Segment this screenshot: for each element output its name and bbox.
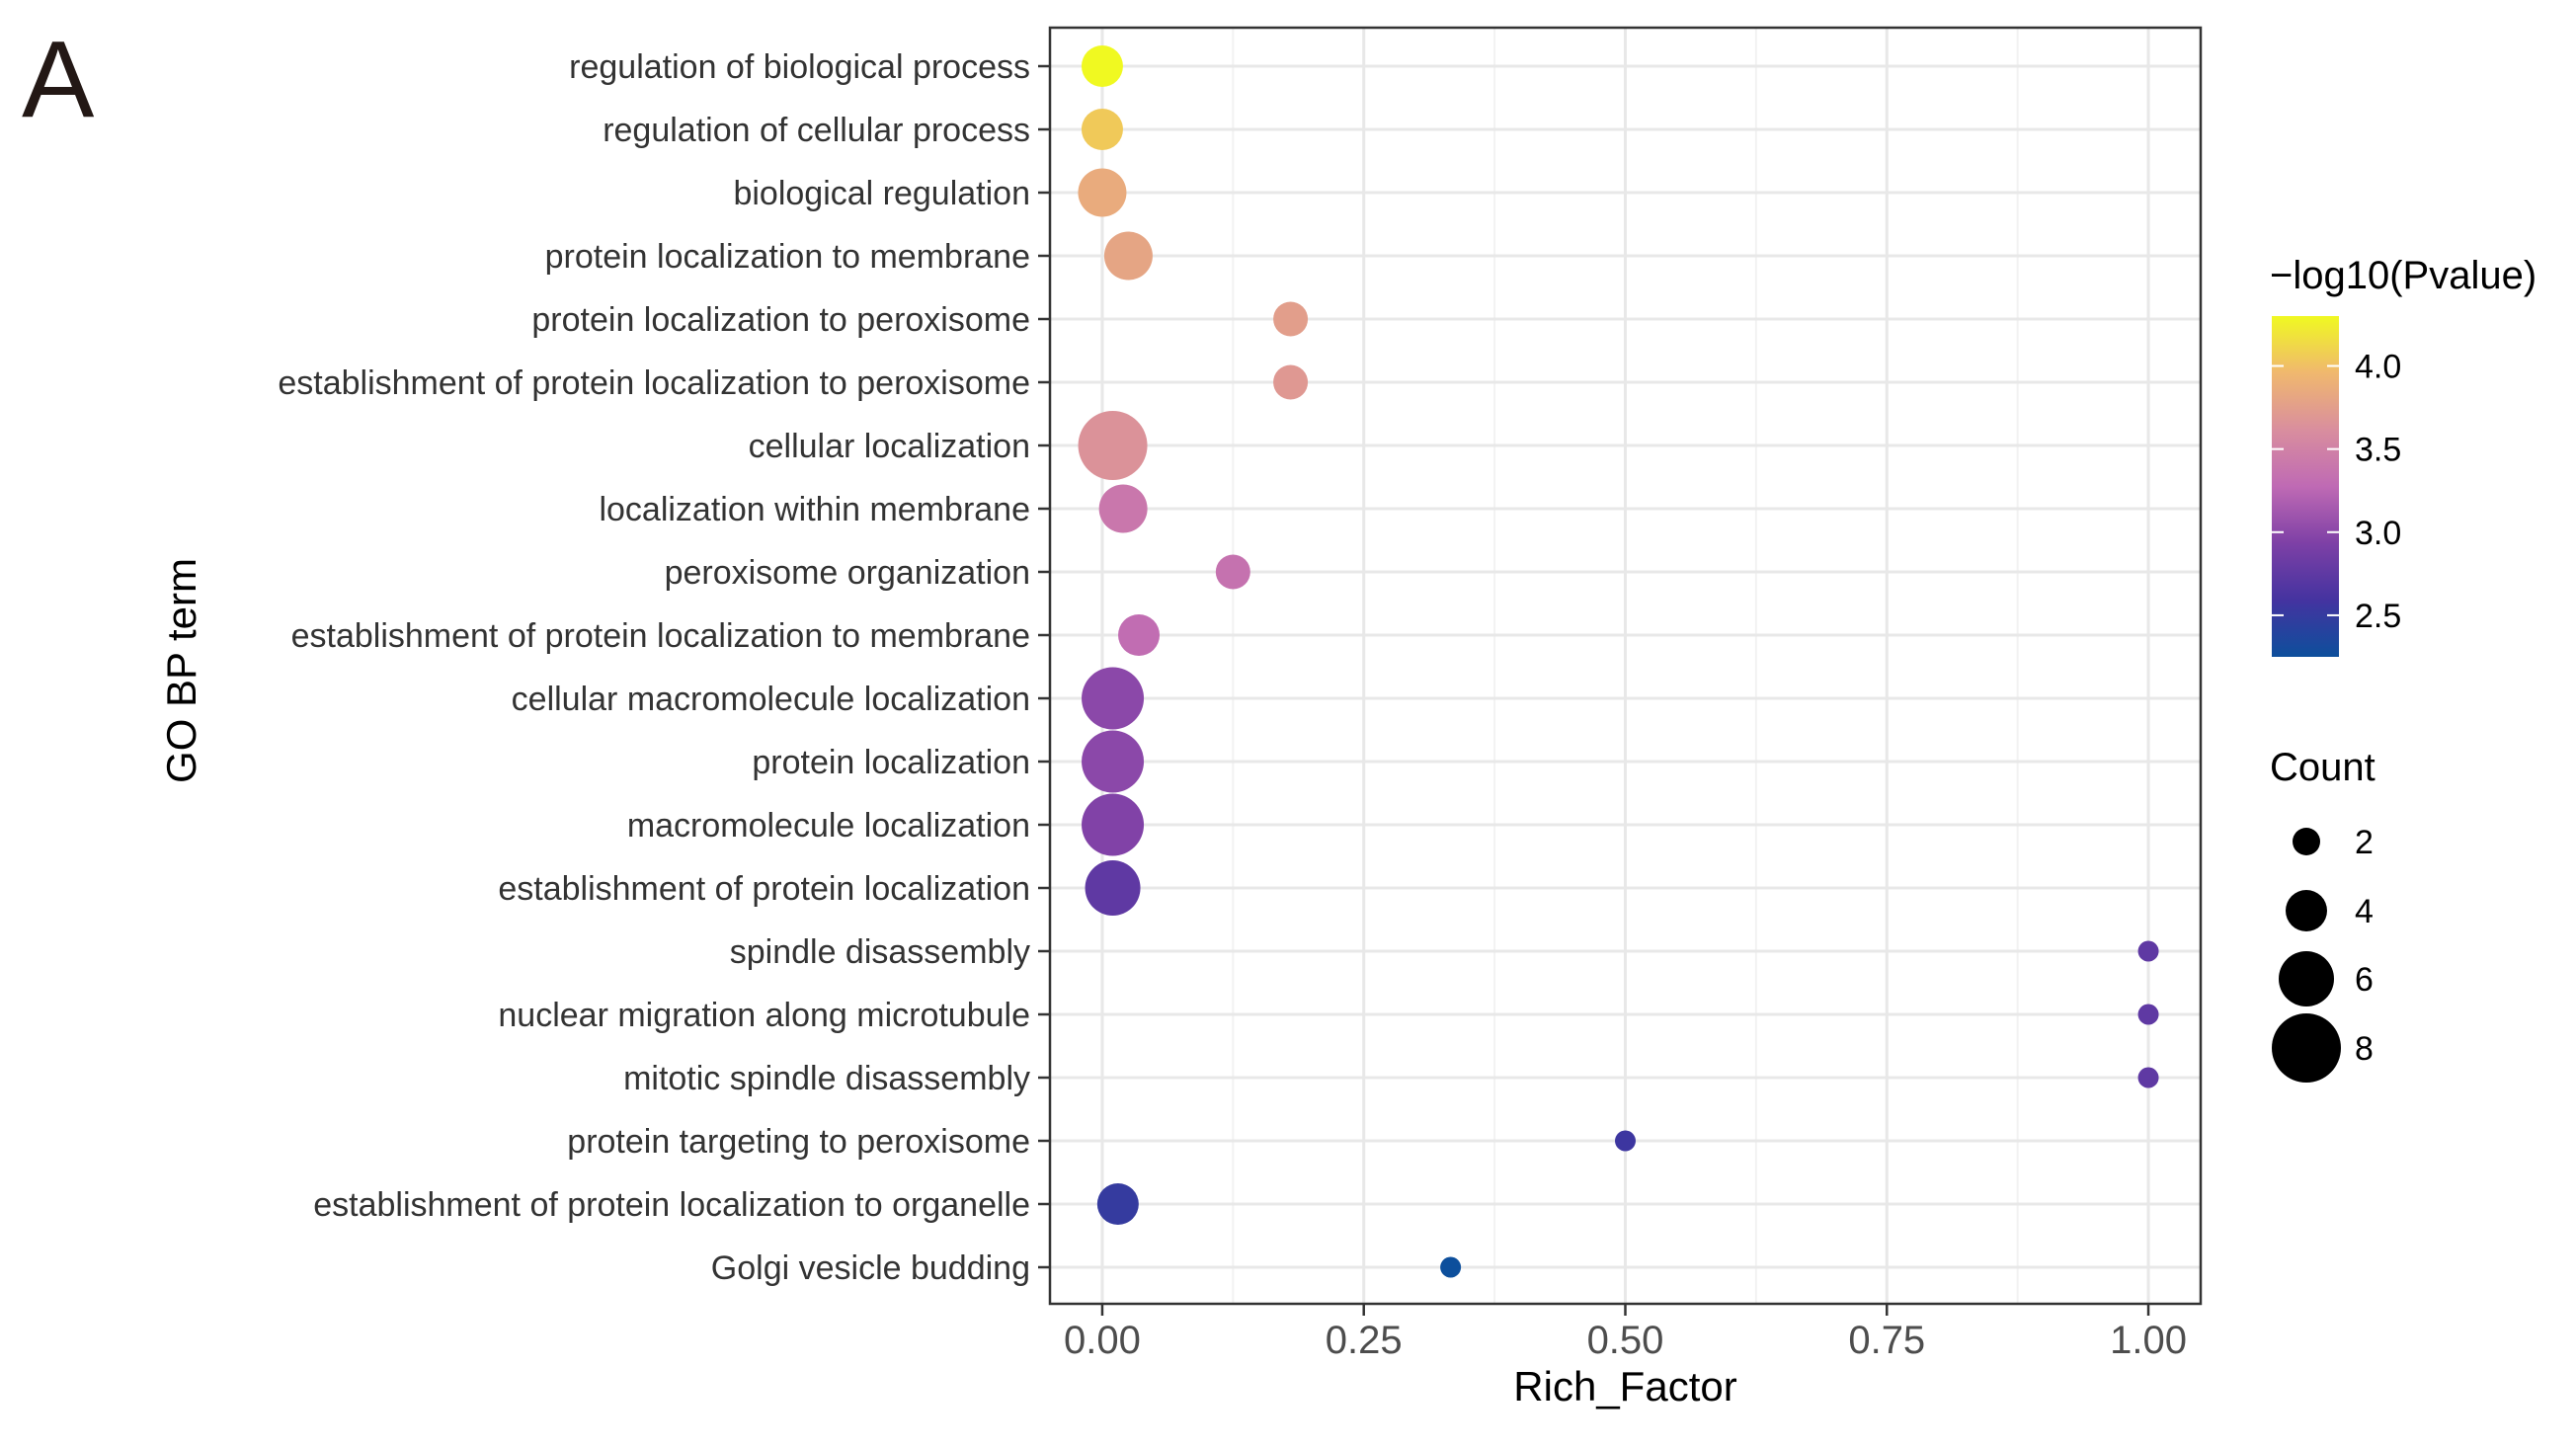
data-point [1215, 554, 1250, 590]
y-tick-label: mitotic spindle disassembly [623, 1060, 1030, 1097]
color-legend-label: 3.0 [2355, 515, 2401, 552]
y-axis-title: GO BP term [158, 558, 204, 783]
y-tick-label: cellular macromolecule localization [512, 681, 1030, 718]
data-point [1078, 411, 1148, 480]
x-axis: 0.00 0.25 0.50 0.75 1.00 [1064, 1304, 2187, 1362]
y-tick-label: macromolecule localization [627, 807, 1030, 845]
y-tick-label: spindle disassembly [730, 933, 1030, 971]
y-tick-label: protein targeting to peroxisome [567, 1123, 1030, 1161]
data-point [1081, 45, 1123, 87]
y-tick-label: localization within membrane [599, 491, 1030, 528]
data-point [1273, 301, 1309, 337]
data-point [1082, 667, 1145, 730]
y-tick-label: establishment of protein localization [498, 870, 1030, 908]
y-axis: regulation of biological process regulati… [278, 48, 1050, 1287]
size-legend-key [2286, 890, 2327, 931]
size-legend-title: Count [2270, 746, 2375, 789]
data-point [1082, 793, 1145, 856]
color-legend-title: −log10(Pvalue) [2270, 254, 2536, 297]
data-point [1103, 231, 1153, 281]
data-point [1078, 168, 1127, 217]
data-point [1615, 1130, 1636, 1152]
x-tick-label: 1.00 [2110, 1319, 2187, 1362]
color-bar [2272, 316, 2339, 657]
data-point [1082, 730, 1145, 793]
y-tick-label: regulation of biological process [569, 48, 1030, 86]
data-point [1096, 1183, 1139, 1225]
panel-label: A [22, 19, 95, 140]
data-point [1081, 109, 1123, 150]
data-point [1085, 860, 1141, 916]
x-tick-label: 0.25 [1326, 1319, 1403, 1362]
x-tick-label: 0.00 [1064, 1319, 1141, 1362]
data-point [1118, 614, 1161, 656]
y-tick-label: establishment of protein localization to… [313, 1186, 1030, 1224]
grid-lines [1050, 28, 2201, 1304]
y-tick-label: protein localization to peroxisome [531, 301, 1030, 339]
size-legend-label: 2 [2355, 824, 2374, 861]
data-point [2137, 1004, 2159, 1025]
size-legend-label: 4 [2355, 893, 2374, 930]
y-tick-label: establishment of protein localization to… [291, 617, 1030, 655]
y-tick-label: establishment of protein localization to… [278, 364, 1030, 402]
size-legend-key [2272, 1013, 2341, 1083]
data-point [1273, 364, 1309, 400]
data-point [1440, 1256, 1462, 1278]
color-legend-label: 4.0 [2355, 348, 2401, 385]
size-legend-label: 6 [2355, 961, 2374, 999]
data-point [1098, 484, 1148, 533]
x-tick-label: 0.75 [1848, 1319, 1925, 1362]
size-legend-label: 8 [2355, 1030, 2374, 1068]
x-axis-title: Rich_Factor [1513, 1363, 1736, 1409]
y-tick-label: Golgi vesicle budding [711, 1249, 1030, 1287]
size-legend-key [2279, 951, 2334, 1006]
x-tick-label: 0.50 [1587, 1319, 1664, 1362]
data-points [1078, 45, 2159, 1278]
plot-area: regulation of biological process regulati… [158, 26, 2203, 1409]
y-tick-label: nuclear migration along microtubule [498, 997, 1030, 1034]
y-tick-label: regulation of cellular process [603, 112, 1030, 149]
y-tick-label: biological regulation [733, 175, 1030, 212]
y-tick-label: protein localization to membrane [545, 238, 1030, 276]
color-legend-label: 3.5 [2355, 432, 2401, 469]
legend-area: −log10(Pvalue) 4.0 3.5 3.0 2.5 Count 2 4 6 8 [2270, 254, 2536, 1083]
data-point [2137, 1067, 2159, 1088]
size-legend-key [2293, 828, 2320, 855]
y-tick-label: protein localization [752, 744, 1030, 781]
y-tick-label: peroxisome organization [665, 554, 1030, 592]
y-tick-label: cellular localization [749, 428, 1030, 465]
color-legend-label: 2.5 [2355, 598, 2401, 635]
data-point [2137, 940, 2159, 962]
